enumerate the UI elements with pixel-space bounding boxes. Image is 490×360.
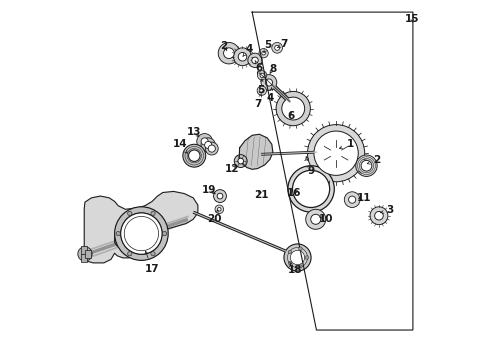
Circle shape	[288, 261, 292, 265]
Circle shape	[218, 207, 221, 211]
Text: 9: 9	[306, 157, 315, 176]
Text: 1: 1	[340, 139, 354, 149]
Circle shape	[375, 211, 383, 220]
Circle shape	[370, 207, 388, 225]
Circle shape	[214, 190, 226, 203]
Circle shape	[261, 75, 277, 90]
Text: 16: 16	[287, 188, 301, 198]
Circle shape	[259, 49, 268, 58]
Circle shape	[234, 155, 247, 167]
Circle shape	[298, 265, 302, 268]
Circle shape	[215, 205, 223, 213]
Circle shape	[260, 73, 264, 77]
Text: 15: 15	[405, 14, 419, 23]
Circle shape	[298, 247, 302, 251]
Circle shape	[258, 71, 267, 80]
Text: 18: 18	[288, 262, 302, 275]
Circle shape	[293, 170, 330, 207]
Text: 13: 13	[187, 127, 201, 137]
Circle shape	[272, 42, 283, 53]
Text: 4: 4	[267, 87, 274, 103]
Circle shape	[116, 231, 121, 236]
Text: 12: 12	[225, 164, 240, 174]
Polygon shape	[84, 192, 198, 263]
Circle shape	[124, 216, 159, 251]
Text: 2: 2	[220, 41, 227, 51]
Text: 7: 7	[278, 39, 288, 49]
Circle shape	[330, 147, 343, 159]
Circle shape	[291, 251, 304, 264]
FancyBboxPatch shape	[81, 246, 87, 254]
Circle shape	[201, 138, 215, 152]
Circle shape	[183, 144, 206, 167]
Circle shape	[197, 134, 213, 149]
Circle shape	[266, 79, 272, 86]
Text: 4: 4	[243, 44, 253, 56]
Text: 10: 10	[318, 214, 333, 224]
Text: 2: 2	[367, 156, 381, 165]
Text: 21: 21	[254, 190, 269, 200]
Circle shape	[308, 125, 365, 182]
Circle shape	[238, 158, 244, 164]
Circle shape	[205, 142, 218, 155]
Circle shape	[306, 209, 326, 229]
Circle shape	[163, 231, 167, 236]
Circle shape	[348, 196, 356, 203]
Circle shape	[189, 150, 200, 161]
Text: 17: 17	[145, 251, 159, 274]
Text: 11: 11	[356, 193, 371, 203]
Circle shape	[234, 48, 251, 66]
Circle shape	[151, 211, 155, 216]
Text: 5: 5	[257, 79, 265, 95]
FancyBboxPatch shape	[81, 254, 87, 262]
Circle shape	[238, 53, 247, 61]
Circle shape	[361, 160, 372, 171]
Circle shape	[257, 86, 267, 95]
Circle shape	[284, 244, 311, 271]
Text: 6: 6	[255, 60, 262, 73]
Circle shape	[151, 252, 155, 256]
Circle shape	[115, 207, 168, 260]
Circle shape	[288, 248, 308, 267]
Circle shape	[248, 53, 262, 67]
Text: 5: 5	[264, 40, 272, 53]
Circle shape	[282, 97, 305, 120]
Circle shape	[276, 91, 310, 126]
Circle shape	[314, 131, 358, 175]
Text: 6: 6	[287, 111, 294, 121]
Text: 3: 3	[380, 205, 393, 215]
Circle shape	[260, 89, 264, 93]
Text: 20: 20	[207, 210, 221, 224]
Circle shape	[344, 192, 360, 207]
Circle shape	[291, 250, 305, 265]
Circle shape	[201, 138, 208, 145]
Circle shape	[322, 139, 350, 167]
Circle shape	[208, 145, 215, 152]
Circle shape	[121, 213, 162, 254]
Polygon shape	[239, 134, 273, 169]
Text: 7: 7	[254, 94, 262, 109]
Circle shape	[218, 42, 240, 64]
Circle shape	[275, 45, 280, 50]
Circle shape	[223, 48, 234, 59]
Circle shape	[128, 252, 132, 256]
Circle shape	[311, 214, 321, 224]
Text: 14: 14	[172, 139, 187, 153]
Circle shape	[252, 57, 258, 64]
Text: 19: 19	[202, 185, 217, 195]
Circle shape	[121, 213, 162, 254]
Circle shape	[288, 166, 334, 212]
Text: 8: 8	[269, 64, 276, 74]
FancyBboxPatch shape	[85, 249, 92, 257]
Circle shape	[217, 193, 223, 199]
Circle shape	[356, 155, 377, 176]
Circle shape	[262, 51, 266, 55]
Circle shape	[305, 256, 309, 259]
Circle shape	[205, 141, 212, 149]
Circle shape	[128, 211, 132, 216]
Circle shape	[288, 250, 292, 254]
Circle shape	[78, 247, 92, 261]
Circle shape	[287, 102, 300, 115]
